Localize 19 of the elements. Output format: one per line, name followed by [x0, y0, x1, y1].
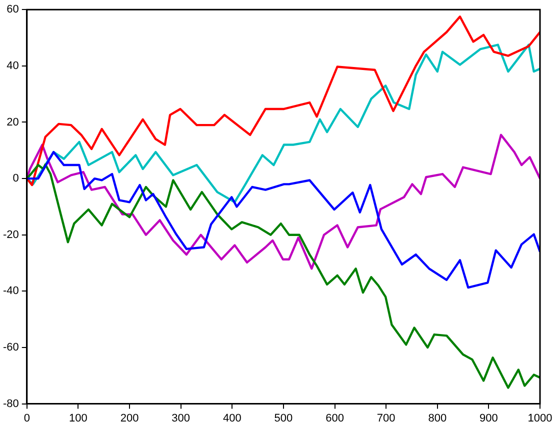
x-tick-label: 400 [222, 412, 242, 424]
x-tick-label: 900 [480, 412, 498, 424]
x-tick-label: 600 [326, 412, 344, 424]
y-tick-label: -20 [2, 228, 19, 241]
x-tick-label: 800 [428, 412, 447, 424]
y-tick-label: 40 [6, 60, 19, 72]
y-tick-label: -40 [2, 285, 19, 298]
x-tick-label: 300 [172, 412, 190, 424]
x-tick-label: 500 [274, 412, 293, 424]
y-tick-label: -60 [2, 342, 19, 354]
y-tick-label: 60 [6, 4, 19, 16]
x-tick-label: 200 [120, 412, 139, 424]
y-tick-label: 20 [6, 116, 19, 128]
y-tick-label: 0 [12, 172, 19, 185]
x-tick-label: 100 [69, 412, 88, 424]
x-tick-label: 1000 [528, 412, 552, 424]
x-tick-label: 0 [24, 412, 30, 424]
y-tick-label: -80 [2, 398, 19, 410]
x-tick-label: 700 [376, 412, 396, 424]
